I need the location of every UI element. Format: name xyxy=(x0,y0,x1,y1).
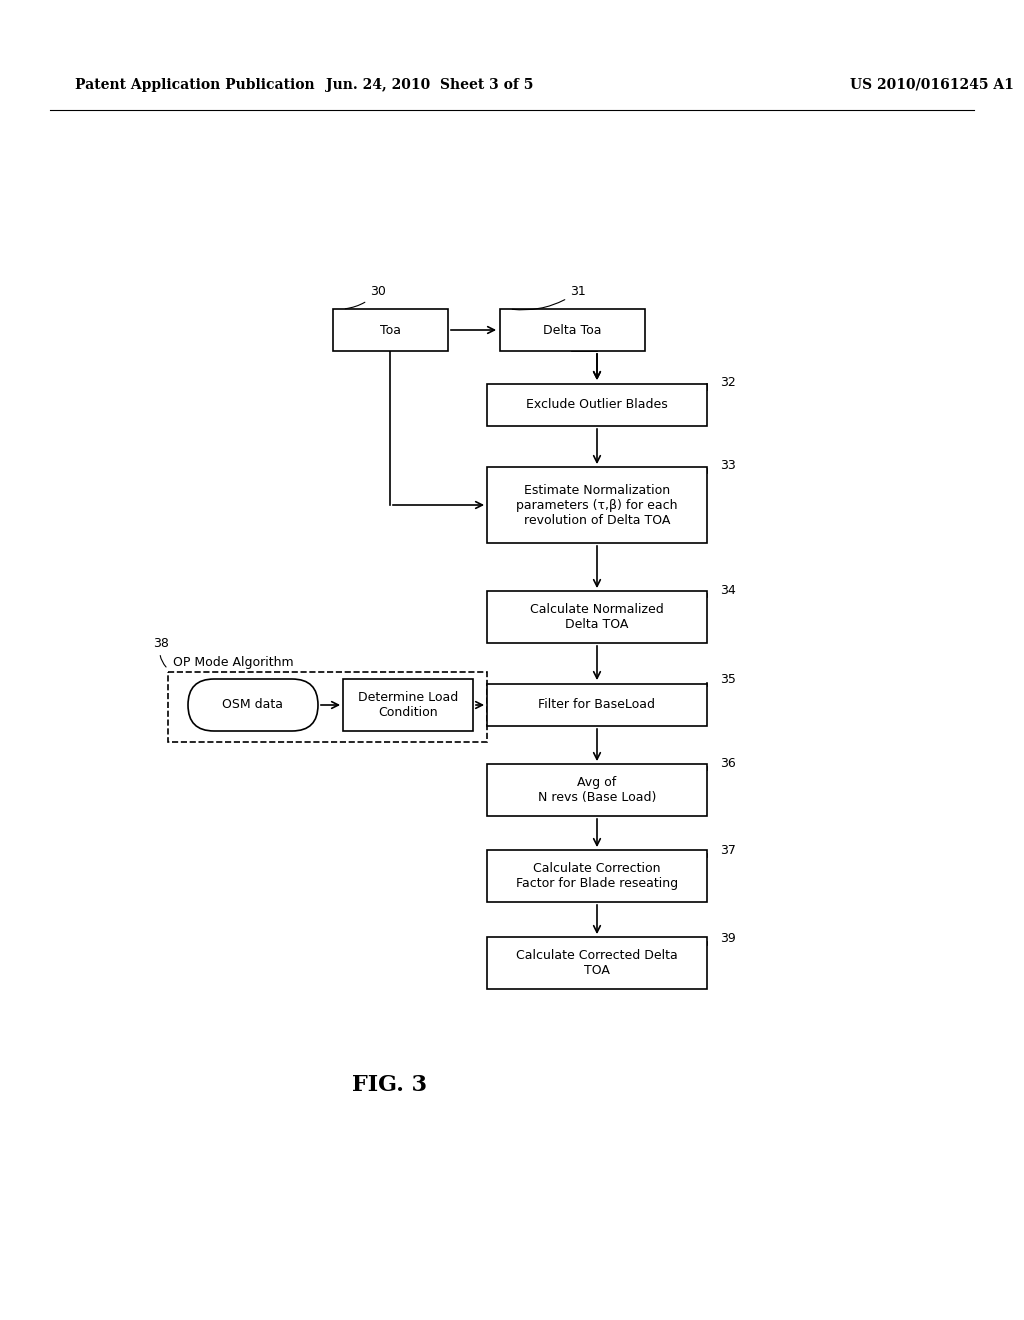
Text: Avg of
N revs (Base Load): Avg of N revs (Base Load) xyxy=(538,776,656,804)
Text: OP Mode Algorithm: OP Mode Algorithm xyxy=(173,656,294,669)
Bar xyxy=(487,850,707,902)
Text: 35: 35 xyxy=(720,673,736,686)
Bar xyxy=(168,672,487,742)
Text: 36: 36 xyxy=(720,756,736,770)
Text: FIG. 3: FIG. 3 xyxy=(352,1074,427,1096)
Text: Filter for BaseLoad: Filter for BaseLoad xyxy=(539,698,655,711)
Bar xyxy=(487,764,707,816)
Bar xyxy=(487,467,707,543)
FancyBboxPatch shape xyxy=(188,678,318,731)
Text: 31: 31 xyxy=(512,285,586,310)
Bar xyxy=(343,678,473,731)
Bar xyxy=(487,591,707,643)
Text: Calculate Correction
Factor for Blade reseating: Calculate Correction Factor for Blade re… xyxy=(516,862,678,890)
Text: Determine Load
Condition: Determine Load Condition xyxy=(357,690,458,719)
Text: US 2010/0161245 A1: US 2010/0161245 A1 xyxy=(850,78,1014,92)
Text: 38: 38 xyxy=(153,638,169,667)
Text: 30: 30 xyxy=(345,285,386,309)
Text: 34: 34 xyxy=(720,583,736,597)
Bar xyxy=(487,684,707,726)
Text: Toa: Toa xyxy=(380,323,400,337)
Bar xyxy=(500,309,644,351)
Text: 32: 32 xyxy=(720,376,736,389)
Text: OSM data: OSM data xyxy=(222,698,284,711)
Text: Jun. 24, 2010  Sheet 3 of 5: Jun. 24, 2010 Sheet 3 of 5 xyxy=(327,78,534,92)
Text: 33: 33 xyxy=(720,459,736,473)
Text: Calculate Normalized
Delta TOA: Calculate Normalized Delta TOA xyxy=(530,603,664,631)
Bar xyxy=(487,384,707,426)
Bar xyxy=(333,309,447,351)
Text: Estimate Normalization
parameters (τ,β) for each
revolution of Delta TOA: Estimate Normalization parameters (τ,β) … xyxy=(516,483,678,527)
Text: Delta Toa: Delta Toa xyxy=(543,323,601,337)
Text: Exclude Outlier Blades: Exclude Outlier Blades xyxy=(526,399,668,412)
Text: Patent Application Publication: Patent Application Publication xyxy=(75,78,314,92)
Bar xyxy=(487,937,707,989)
Text: 39: 39 xyxy=(720,932,736,945)
Text: Calculate Corrected Delta
TOA: Calculate Corrected Delta TOA xyxy=(516,949,678,977)
Text: 37: 37 xyxy=(720,843,736,857)
